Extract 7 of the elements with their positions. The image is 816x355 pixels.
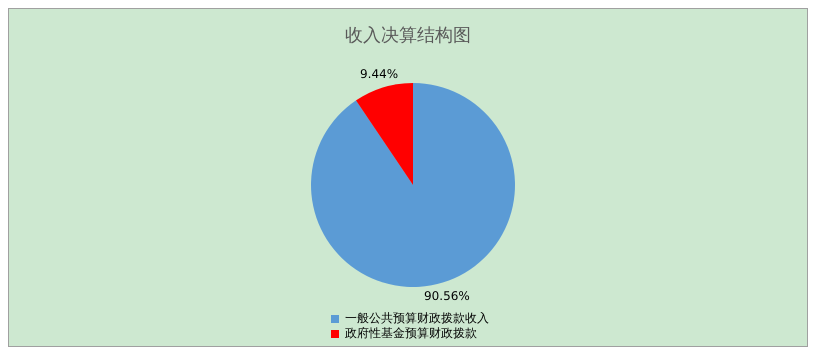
legend-label: 政府性基金预算财政拨款: [345, 325, 477, 342]
pie-slice: [356, 83, 413, 185]
legend-label: 一般公共预算财政拨款收入: [345, 310, 489, 327]
data-label: 9.44%: [360, 67, 398, 82]
data-label: 90.56%: [424, 288, 470, 303]
pie-slice: [311, 83, 515, 287]
chart-title: 收入决算结构图: [344, 24, 472, 47]
